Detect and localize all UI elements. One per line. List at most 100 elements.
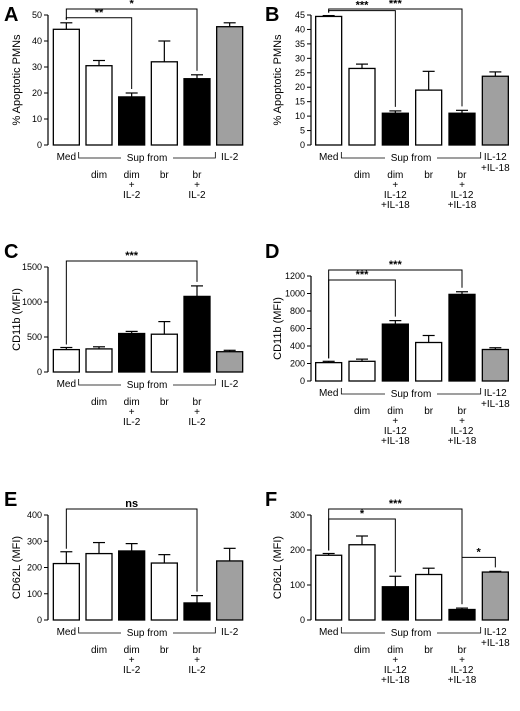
y-tick-label: 400 xyxy=(27,510,42,520)
sup-from-label: Sup from xyxy=(127,380,168,391)
sup-from-label: Sup from xyxy=(127,628,168,639)
category-label: br xyxy=(160,645,170,656)
y-tick-label: 200 xyxy=(27,563,42,573)
y-tick-label: 1500 xyxy=(22,262,42,272)
bar xyxy=(85,348,113,373)
category-label-med: Med xyxy=(319,627,338,638)
category-label-end: +IL-18 xyxy=(481,399,510,410)
category-label: +IL-18 xyxy=(381,675,410,686)
category-label: IL-2 xyxy=(123,190,141,201)
category-label: br xyxy=(193,645,203,656)
y-tick-label: 45 xyxy=(295,10,305,20)
y-tick-label: 0 xyxy=(37,140,42,150)
category-label: dim xyxy=(91,397,107,408)
category-label: br xyxy=(424,406,434,417)
bar xyxy=(415,89,443,146)
panel-c: C 0 500 1000 1500 CD11b (MFI) *** Med IL-2 Sup fr… xyxy=(4,241,244,428)
category-label: + xyxy=(129,655,135,666)
category-label: IL-2 xyxy=(188,665,206,676)
category-label: + xyxy=(194,407,200,418)
category-label-end: +IL-18 xyxy=(481,638,510,649)
panel-letter: A xyxy=(4,4,18,26)
y-tick-label: 800 xyxy=(290,306,305,316)
category-label: IL-2 xyxy=(123,417,141,428)
category-label: dim xyxy=(354,170,370,181)
category-label: + xyxy=(392,655,398,666)
y-axis-label: CD62L (MFI) xyxy=(11,536,23,599)
category-label: IL-2 xyxy=(188,190,206,201)
significance-label: *** xyxy=(389,259,403,271)
y-tick-label: 0 xyxy=(300,140,305,150)
bar xyxy=(216,560,244,621)
significance-label: ns xyxy=(125,498,138,510)
category-label: + xyxy=(459,416,465,427)
sup-from-label: Sup from xyxy=(391,628,432,639)
bar xyxy=(52,28,80,146)
category-label: + xyxy=(459,655,465,666)
category-label: +IL-18 xyxy=(448,436,477,447)
category-label: dim xyxy=(354,645,370,656)
y-tick-label: 300 xyxy=(27,536,42,546)
category-label: br xyxy=(424,645,434,656)
category-label: +IL-18 xyxy=(381,200,410,211)
bar xyxy=(481,348,509,382)
bar xyxy=(381,586,409,621)
category-label: br xyxy=(193,397,203,408)
category-label: dim xyxy=(387,170,403,181)
bar xyxy=(448,293,476,382)
significance-label: * xyxy=(477,546,482,558)
y-tick-label: 1200 xyxy=(285,271,305,281)
bar xyxy=(118,550,146,621)
sup-from-bg xyxy=(121,377,173,389)
panel-letter: E xyxy=(4,489,17,511)
y-tick-label: 600 xyxy=(290,324,305,334)
y-axis-label: % Apoptotic PMNs xyxy=(11,34,23,126)
category-label: br xyxy=(458,645,468,656)
category-label: IL-12 xyxy=(384,665,407,676)
significance-bracket xyxy=(65,508,198,592)
sup-from-label: Sup from xyxy=(391,389,432,400)
y-tick-label: 10 xyxy=(295,111,305,121)
y-tick-label: 0 xyxy=(300,376,305,386)
sup-from-bg xyxy=(385,386,437,398)
y-tick-label: 100 xyxy=(290,580,305,590)
bar xyxy=(150,333,178,373)
category-label: dim xyxy=(387,406,403,417)
bar xyxy=(216,351,244,373)
y-tick-label: 200 xyxy=(290,359,305,369)
panel-letter: F xyxy=(265,489,277,511)
category-label: br xyxy=(458,406,468,417)
y-tick-label: 30 xyxy=(32,62,42,72)
bar xyxy=(52,348,80,373)
y-tick-label: 30 xyxy=(295,53,305,63)
category-label: + xyxy=(194,180,200,191)
significance-bracket xyxy=(65,260,198,345)
bar xyxy=(448,608,476,621)
panel-letter: C xyxy=(4,241,18,263)
significance-label: *** xyxy=(389,0,403,10)
significance-label: *** xyxy=(356,0,370,12)
bar xyxy=(381,112,409,146)
category-label: + xyxy=(194,655,200,666)
y-tick-label: 0 xyxy=(37,367,42,377)
sup-from-bg xyxy=(121,150,173,162)
bar xyxy=(216,26,244,146)
y-tick-label: 40 xyxy=(295,24,305,34)
significance-bracket xyxy=(461,556,496,605)
bar xyxy=(381,323,409,382)
bar xyxy=(150,61,178,146)
bar xyxy=(183,295,211,373)
category-label-med: Med xyxy=(319,152,338,163)
category-label: + xyxy=(129,407,135,418)
category-label-end: IL-2 xyxy=(221,627,239,638)
category-label-end: +IL-18 xyxy=(481,163,510,174)
significance-bracket xyxy=(328,269,463,359)
category-label-end: IL-12 xyxy=(484,388,507,399)
sup-from-label: Sup from xyxy=(391,153,432,164)
significance-bracket xyxy=(328,8,463,107)
y-tick-label: 25 xyxy=(295,68,305,78)
y-tick-label: 50 xyxy=(32,10,42,20)
category-label-end: IL-2 xyxy=(221,379,239,390)
